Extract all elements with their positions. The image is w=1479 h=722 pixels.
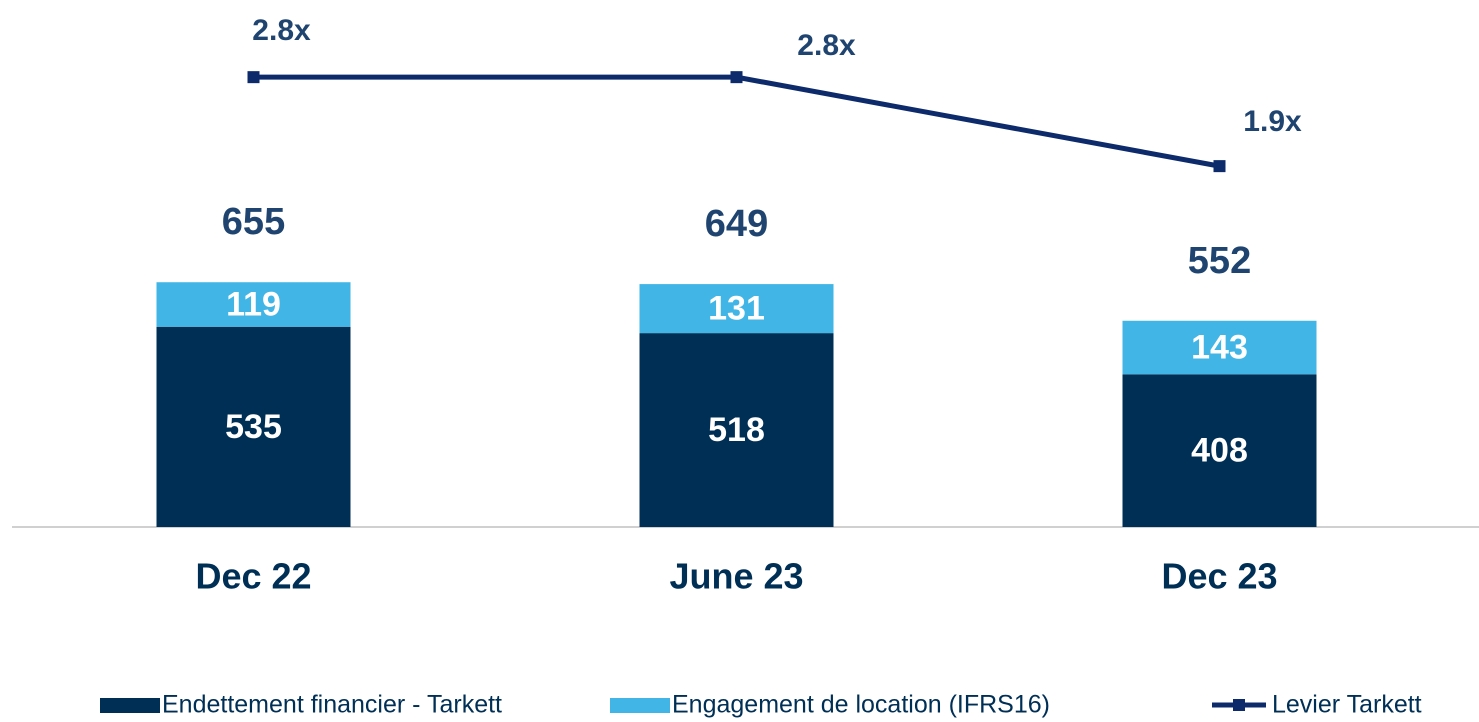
total-label: 649 <box>705 203 768 245</box>
line <box>253 74 1220 169</box>
legend-label: Levier Tarkett <box>1272 691 1422 719</box>
x-tick-label: Dec 22 <box>195 556 311 597</box>
line-marker <box>247 71 260 84</box>
bar-segment <box>1122 374 1317 527</box>
segment-label: 131 <box>708 290 765 328</box>
line-label: 2.8x <box>797 29 856 62</box>
segment-label: 143 <box>1191 329 1248 367</box>
legend-swatch <box>100 698 160 713</box>
bar-segment <box>1122 320 1317 375</box>
legend-swatch <box>610 698 670 713</box>
line-label: 2.8x <box>252 14 311 47</box>
segment-label: 408 <box>1191 432 1248 470</box>
legend-label: Engagement de location (IFRS16) <box>672 691 1050 719</box>
bar-segment <box>156 282 351 327</box>
total-label: 552 <box>1188 240 1251 282</box>
segment-label: 119 <box>226 285 281 323</box>
line-marker <box>730 71 743 84</box>
line-marker <box>1213 160 1226 173</box>
line-label: 1.9x <box>1243 105 1302 138</box>
x-tick-label: Dec 23 <box>1161 556 1277 597</box>
bar-segment <box>156 326 351 527</box>
total-label: 655 <box>222 201 285 243</box>
legend-swatch <box>1233 699 1245 711</box>
segment-label: 535 <box>225 408 282 446</box>
bar-segment <box>639 284 834 334</box>
legend-label: Endettement financier - Tarkett <box>162 691 502 719</box>
segment-label: 518 <box>708 411 765 449</box>
bar-segment <box>639 333 834 527</box>
x-tick-label: June 23 <box>669 556 803 597</box>
